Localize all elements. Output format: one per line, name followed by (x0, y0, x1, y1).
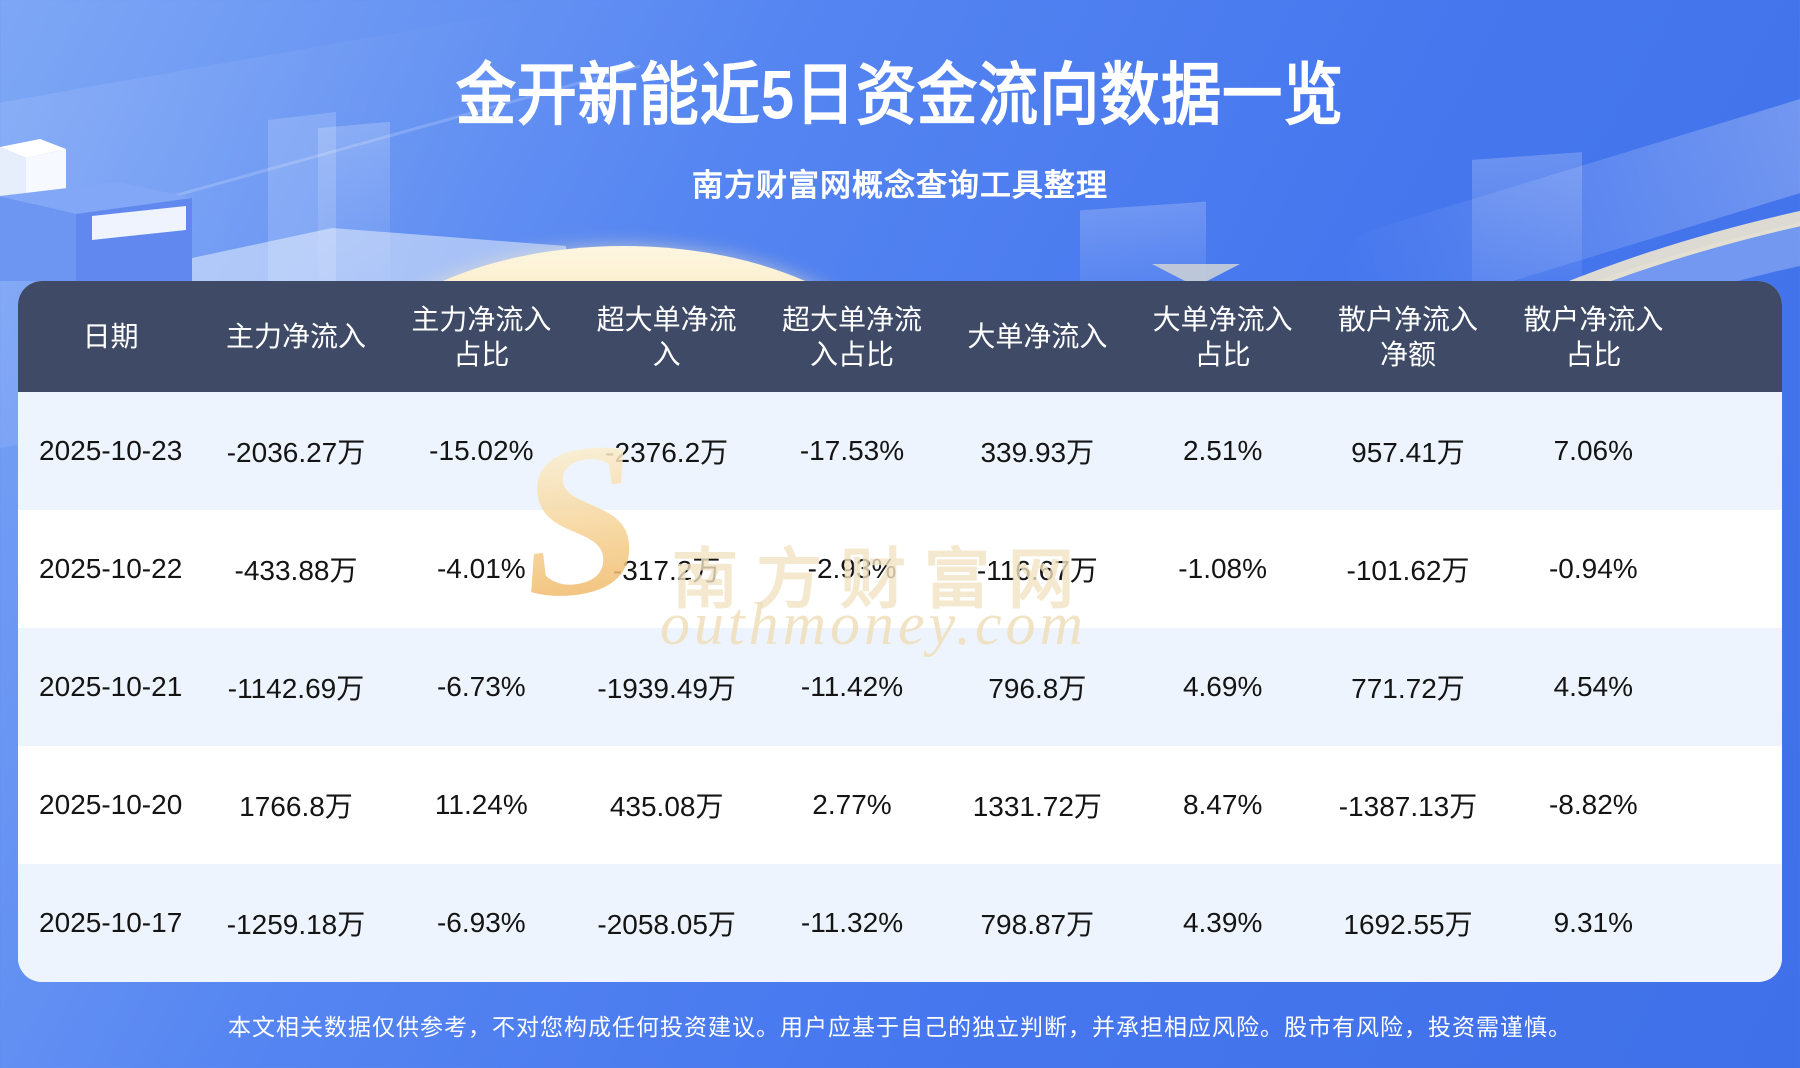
header-cell-large-order-net-inflow: 大单净流入 (967, 321, 1108, 352)
table-cell: -11.32% (800, 907, 904, 938)
table-cell: 4.39% (1182, 907, 1263, 938)
header-cell-date: 日期 (82, 321, 139, 352)
table-cell: 796.8万 (988, 673, 1087, 704)
table-cell: 2025-10-22 (39, 553, 183, 584)
table-cell: -2058.05万 (597, 909, 736, 940)
table-cell: -2376.2万 (605, 437, 729, 468)
header-cell-main-net-inflow-pct: 主力净流入 占比 (411, 303, 552, 370)
fund-flow-table: 日期 主力净流入 主力净流入 占比 超大单净流入 超大单净流 入占比 大单净流入 大… (18, 281, 1782, 982)
table-cell: -6.73% (436, 671, 526, 702)
page-subtitle: 南方财富网概念查询工具整理 (692, 168, 1108, 203)
table-cell: 2.77% (812, 789, 892, 820)
table-cell: 2025-10-20 (39, 789, 183, 820)
table-cell: -317.2万 (612, 555, 721, 586)
table-cell: -101.62万 (1346, 555, 1470, 586)
header-cell-xl-order-net-inflow-pct: 超大单净流 入占比 (781, 303, 922, 370)
table-cell: -15.02% (429, 435, 534, 466)
table-cell: 2025-10-21 (39, 671, 183, 702)
table-row: 2025-10-17 -1259.18万 -6.93% -2058.05万 -1… (18, 864, 1782, 982)
table-cell: 4.69% (1182, 671, 1263, 702)
header-cell-main-net-inflow: 主力净流入 (225, 321, 366, 352)
table-cell: -1259.18万 (226, 909, 366, 940)
header-cell-retail-net-inflow: 散户净流入 净额 (1337, 303, 1478, 370)
table-cell: -0.94% (1548, 553, 1638, 584)
disclaimer-text: 本文相关数据仅供参考，不对您构成任何投资建议。用户应基于自己的独立判断，并承担相… (228, 1014, 1572, 1040)
table-cell: -1939.49万 (597, 673, 736, 704)
header-cell-xl-order-net-inflow: 超大单净流入 (596, 303, 737, 370)
table-row: 2025-10-23 -2036.27万 -15.02% -2376.2万 -1… (18, 392, 1782, 510)
table-cell: -116.67万 (976, 555, 1098, 586)
table-row: 2025-10-20 1766.8万 11.24% 435.08万 2.77% … (18, 746, 1782, 864)
table-cell: 435.08万 (609, 791, 724, 822)
table-cell: 771.72万 (1351, 673, 1465, 704)
table-cell: -2.93% (807, 553, 897, 584)
table-cell: 1331.72万 (972, 791, 1102, 822)
table-cell: 798.87万 (980, 909, 1095, 940)
table-cell: -2036.27万 (226, 437, 366, 468)
table-cell: -6.93% (436, 907, 526, 938)
page-title: 金开新能近5日资金流向数据一览 (455, 57, 1345, 134)
table-row: 2025-10-21 -1142.69万 -6.73% -1939.49万 -1… (18, 628, 1782, 746)
header-cell-retail-net-inflow-pct: 散户净流入 占比 (1523, 303, 1664, 370)
glass-panel (318, 121, 390, 289)
table-cell: -1142.69万 (227, 673, 365, 704)
table-cell: 4.54% (1553, 671, 1634, 702)
table-cell: -11.42% (800, 671, 904, 702)
table-cell: 2025-10-17 (39, 907, 183, 938)
table-cell: 1692.55万 (1343, 909, 1473, 940)
header-cell-large-order-net-inflow-pct: 大单净流入 占比 (1152, 303, 1293, 370)
table-cell: -4.01% (436, 553, 526, 584)
table-cell: 9.31% (1553, 907, 1634, 938)
table-cell: 7.06% (1553, 435, 1634, 466)
table-cell: 2.51% (1182, 435, 1263, 466)
table-cell: 1766.8万 (239, 791, 353, 822)
table-cell: 957.41万 (1351, 437, 1465, 468)
table-cell: -8.82% (1548, 789, 1638, 820)
table-cell: -1387.13万 (1338, 791, 1478, 822)
table-row: 2025-10-22 -433.88万 -4.01% -317.2万 -2.93… (18, 510, 1782, 628)
table-header-row: 日期 主力净流入 主力净流入 占比 超大单净流入 超大单净流 入占比 大单净流入 大… (18, 281, 1782, 392)
table-cell: -433.88万 (234, 555, 358, 586)
table-cell: -17.53% (799, 435, 905, 466)
table-cell: 339.93万 (980, 437, 1095, 468)
table-cell: 2025-10-23 (39, 435, 183, 466)
table-cell: 11.24% (434, 789, 528, 820)
table-cell: 8.47% (1182, 789, 1263, 820)
table-cell: -1.08% (1178, 553, 1268, 584)
